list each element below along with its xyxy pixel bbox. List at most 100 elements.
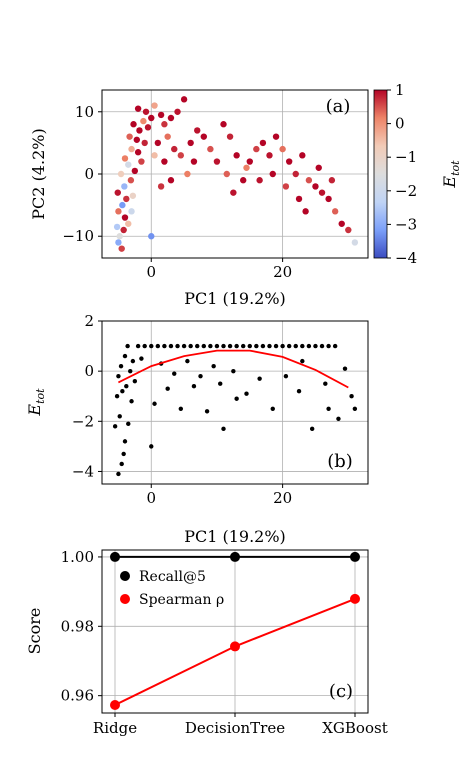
panel-a-point: [125, 161, 132, 168]
panel-a-point: [164, 133, 171, 140]
panel-b-point: [241, 343, 246, 349]
panel-b-point: [126, 421, 131, 427]
panel-a-point: [266, 152, 273, 159]
panel-b-point: [349, 394, 354, 399]
panel-a-point: [131, 167, 139, 175]
panel-a-point: [151, 152, 158, 159]
panel-a-point: [115, 208, 122, 215]
panel-c-series: [110, 551, 360, 711]
panel-a-point: [187, 139, 194, 147]
panel-a-point: [136, 127, 143, 134]
panel-a-point: [138, 158, 145, 165]
panel-b-point: [352, 406, 358, 411]
panel-a-point: [213, 158, 221, 165]
panel-c-legend: Recall@5 Spearman ρ: [120, 569, 224, 608]
panel-b-points: [112, 343, 358, 477]
panel-b-point: [280, 343, 285, 349]
panel-c: Ridge DecisionTree XGBoost 0.96 0.98 1.00 (c)…: [25, 548, 388, 737]
panel-a-point: [120, 226, 127, 234]
panel-b-point: [267, 343, 272, 349]
panel-a-point: [318, 189, 326, 196]
panel-b-point: [326, 406, 331, 411]
panel-b-point: [204, 409, 210, 414]
panel-c-series-point-1: [230, 641, 240, 652]
panel-a-point: [207, 145, 214, 153]
panel-b-xtick-label: 0: [146, 489, 156, 507]
panel-a-point: [226, 133, 234, 140]
colorbar: [373, 89, 388, 259]
panel-c-xtick-label: DecisionTree: [185, 719, 285, 737]
panel-a-point: [133, 136, 141, 143]
panel-b-point: [175, 343, 180, 349]
panel-b-point: [336, 416, 341, 421]
panel-b-point: [257, 376, 262, 381]
panel-b-point: [221, 426, 226, 432]
panel-b-point: [244, 391, 249, 396]
panel-b-tag: (b): [327, 451, 353, 472]
panel-a-point: [171, 145, 178, 153]
panel-a-point: [246, 158, 253, 165]
panel-a-point: [220, 121, 227, 128]
panel-b-point: [130, 358, 136, 364]
panel-a-point: [285, 158, 293, 165]
panel-b-point: [286, 343, 292, 349]
panel-a-point: [128, 208, 135, 215]
panel-a-point: [117, 170, 125, 178]
panel-b-point: [296, 389, 302, 394]
panel-c-ytick-label: 0.96: [61, 687, 94, 705]
panel-c-xtick-label: Ridge: [93, 719, 137, 737]
panel-a-point: [253, 145, 260, 153]
legend-label-spearman: Spearman ρ: [139, 592, 224, 608]
panel-b-point: [149, 343, 154, 349]
panel-b-point: [309, 426, 315, 432]
panel-a-point: [115, 239, 122, 246]
panel-c-ytick-label: 1.00: [61, 548, 94, 566]
panel-a-point: [126, 133, 133, 140]
panel-a-xtick-label: 20: [273, 263, 292, 281]
legend-marker-spearman: [120, 594, 130, 604]
panel-a-point: [331, 208, 339, 215]
panel-b-point: [227, 343, 233, 349]
panel-a-point: [141, 139, 148, 147]
panel-b-point: [185, 358, 190, 364]
panel-a-point: [128, 145, 135, 153]
panel-a-point: [292, 170, 299, 178]
panel-a-point: [299, 152, 306, 159]
panel-a-point: [118, 245, 125, 252]
panel-a-point: [240, 177, 247, 184]
panel-a-point: [167, 114, 175, 122]
panel-b-point: [218, 381, 223, 386]
panel-a-point: [123, 195, 130, 203]
panel-a-point: [134, 105, 142, 112]
colorbar-tick-label: −4: [395, 249, 417, 267]
panel-b-point: [122, 353, 128, 359]
panel-b-point: [208, 343, 213, 349]
panel-a-point: [345, 226, 352, 234]
panel-b-point: [155, 343, 161, 349]
panel-a-point: [130, 121, 137, 128]
panel-a-point: [157, 183, 165, 190]
panel-b-point: [293, 343, 298, 349]
panel-a-point: [184, 170, 191, 178]
panel-b-point: [116, 373, 121, 379]
panel-b-xtick-label: 20: [273, 489, 292, 507]
colorbar-tick-label: −1: [395, 148, 417, 166]
panel-a-point: [129, 192, 137, 199]
panel-c-series-point-0: [110, 551, 120, 562]
panel-b-point: [254, 343, 259, 349]
panel-b-point: [124, 384, 129, 389]
panel-c-ticks: Ridge DecisionTree XGBoost 0.96 0.98 1.00: [61, 548, 388, 737]
panel-a-point: [121, 155, 129, 162]
panel-a-point: [302, 208, 309, 215]
panel-a-point: [295, 195, 303, 203]
panel-b-point: [165, 386, 170, 391]
panel-a-point: [140, 117, 147, 125]
panel-b-point: [128, 368, 133, 374]
panel-a-point: [190, 158, 198, 165]
panel-a-point: [113, 223, 121, 231]
panel-b-ylabel: Etot: [25, 388, 47, 417]
panel-b-point: [125, 343, 130, 349]
panel-a-ytick-label: 0: [84, 165, 94, 183]
